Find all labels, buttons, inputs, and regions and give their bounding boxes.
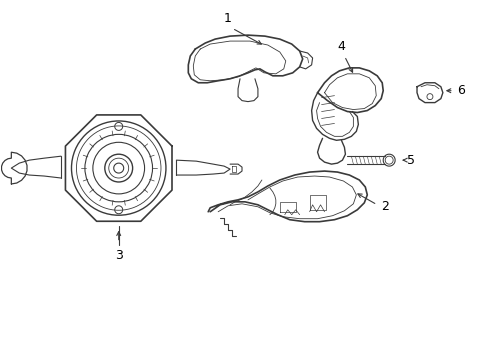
- Text: 3: 3: [115, 249, 122, 262]
- Text: 2: 2: [381, 200, 388, 213]
- Text: 1: 1: [224, 12, 232, 25]
- Text: 6: 6: [456, 84, 464, 97]
- Text: 5: 5: [406, 154, 414, 167]
- Text: 4: 4: [337, 40, 345, 53]
